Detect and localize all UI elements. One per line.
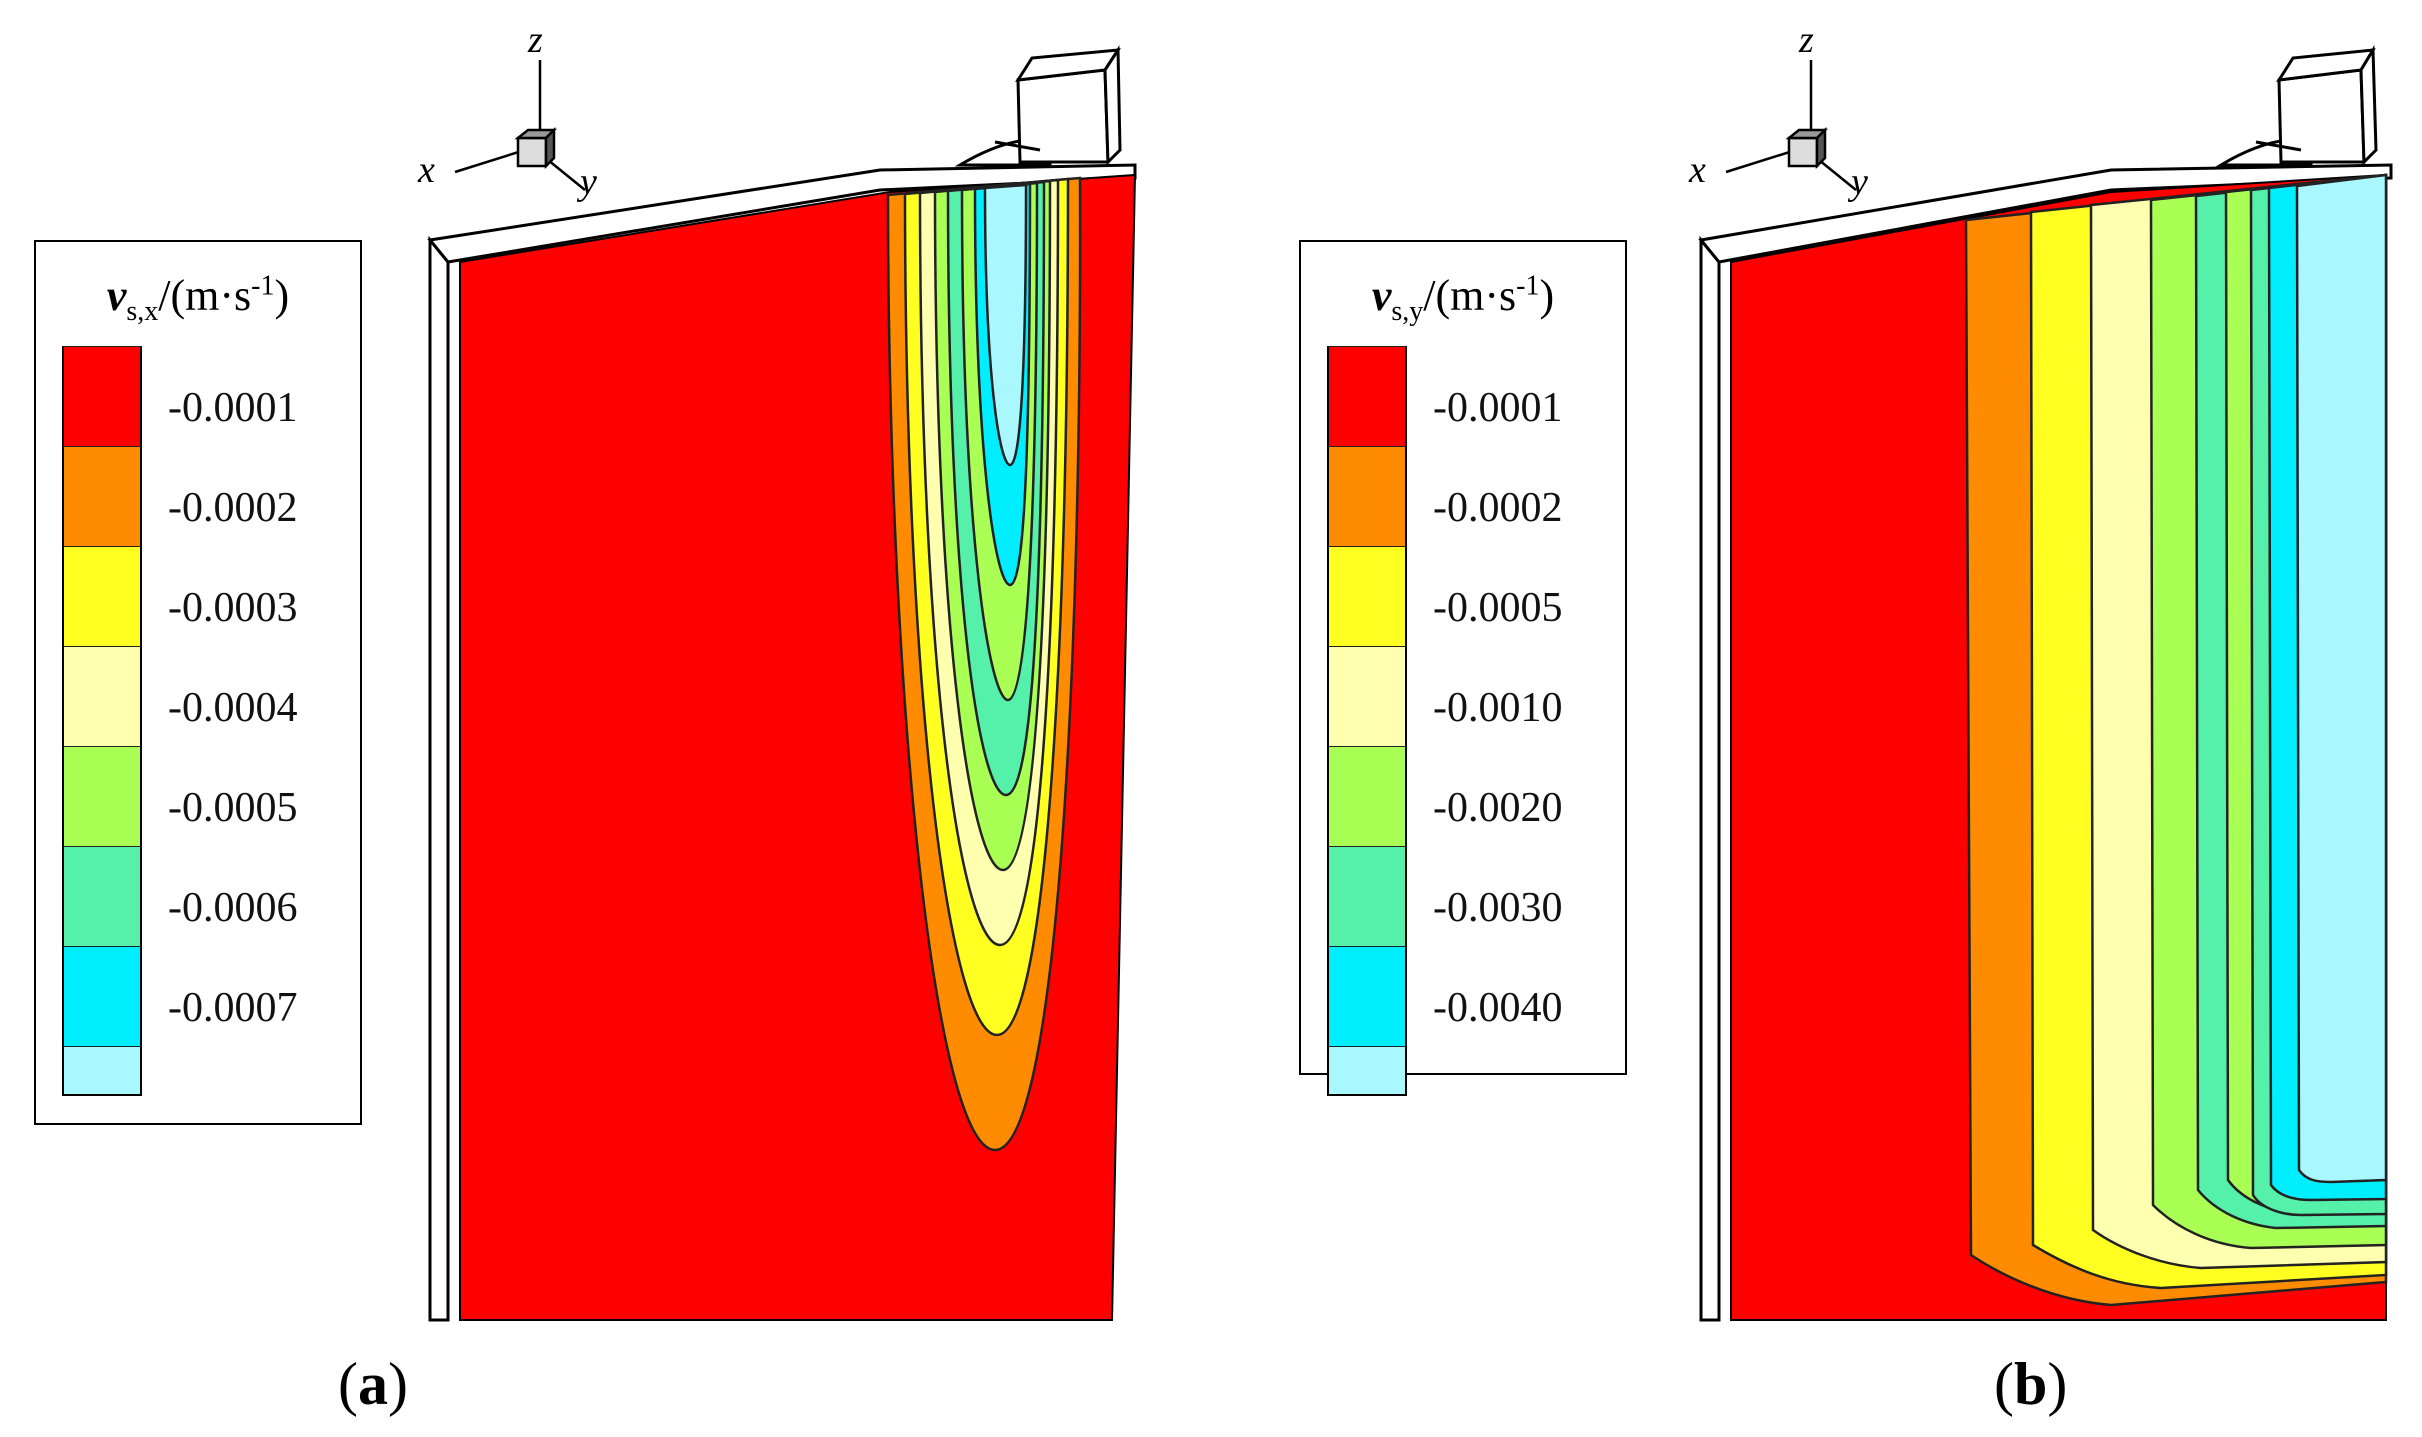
legend-level-label: -0.0010 xyxy=(1433,685,1563,731)
contour-bands-b xyxy=(1964,173,2388,1307)
legend-level-label: -0.0006 xyxy=(168,885,298,931)
legend-level-label: -0.0001 xyxy=(168,385,298,431)
legend-b: vs,y/(m·s-1) -0.0001 -0.0002 -0.0005 -0.… xyxy=(1299,240,1627,1096)
legend-level-label: -0.0004 xyxy=(168,685,298,731)
legend-swatch xyxy=(62,746,142,846)
axis-label-z: z xyxy=(528,19,543,61)
axis-label-y: y xyxy=(580,161,597,203)
legend-level-label: -0.0007 xyxy=(168,985,298,1031)
legend-level-label: -0.0005 xyxy=(1433,585,1563,631)
legend-swatch xyxy=(62,346,142,446)
legend-swatch xyxy=(1327,646,1407,746)
legend-swatch xyxy=(1327,446,1407,546)
legend-swatch xyxy=(62,946,142,1046)
legend-swatch xyxy=(1327,346,1407,446)
legend-swatch xyxy=(62,646,142,746)
legend-level-label: -0.0040 xyxy=(1433,985,1563,1031)
legend-swatch xyxy=(1327,546,1407,646)
contour-bands-a xyxy=(886,176,1082,1152)
panel-b: z x y vs,y/(m·s-1) -0.0001 -0.0002 -0.00… xyxy=(1211,0,2422,1437)
tank-wall-a xyxy=(427,45,1137,1322)
panel-caption-b: (b) xyxy=(1994,1351,2068,1417)
legend-swatch xyxy=(62,846,142,946)
legend-level-label: -0.0005 xyxy=(168,785,298,831)
legend-level-label: -0.0002 xyxy=(1433,485,1563,531)
legend-swatch xyxy=(62,446,142,546)
legend-swatch xyxy=(62,546,142,646)
legend-a: vs,x/(m·s-1) -0.0001 -0.0002 -0.0003 -0.… xyxy=(34,240,362,1125)
legend-level-label: -0.0001 xyxy=(1433,385,1563,431)
legend-level-label: -0.0030 xyxy=(1433,885,1563,931)
legend-level-label: -0.0020 xyxy=(1433,785,1563,831)
contour-plot-b xyxy=(1698,44,2393,1322)
panel-caption-a: (a) xyxy=(338,1351,408,1417)
legend-swatch xyxy=(1327,1046,1407,1096)
axis-label-x: x xyxy=(1689,149,1706,191)
legend-title-b: vs,y/(m·s-1) xyxy=(1371,270,1555,327)
legend-swatch xyxy=(62,1046,142,1096)
axis-label-y: y xyxy=(1851,161,1868,203)
legend-swatch xyxy=(1327,946,1407,1046)
legend-swatch xyxy=(1327,746,1407,846)
legend-title-a: vs,x/(m·s-1) xyxy=(106,270,290,327)
panel-a: z x y vs,x/(m·s-1) -0.0001 -0.0002 -0.00… xyxy=(34,19,1137,1417)
axis-label-z: z xyxy=(1799,19,1814,61)
axis-label-x: x xyxy=(418,149,435,191)
axis-triad-a xyxy=(454,60,586,191)
legend-swatch xyxy=(1327,846,1407,946)
axis-triad-b xyxy=(1725,60,1857,191)
legend-level-label: -0.0003 xyxy=(168,585,298,631)
tank-wall-b xyxy=(1698,44,2393,1322)
legend-level-label: -0.0002 xyxy=(168,485,298,531)
contour-plot-a xyxy=(427,45,1137,1322)
